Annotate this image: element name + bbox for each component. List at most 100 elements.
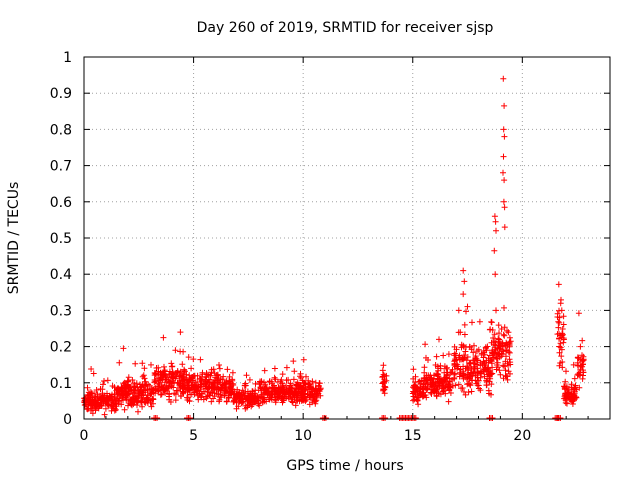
data-point (577, 343, 584, 350)
data-point (460, 291, 467, 298)
data-point (290, 376, 297, 383)
data-point (213, 386, 220, 393)
data-point (117, 393, 124, 399)
data-point (106, 401, 112, 407)
data-point (434, 370, 441, 377)
data-point (485, 369, 492, 376)
data-point (464, 303, 471, 310)
data-point (290, 358, 297, 365)
data-point (90, 370, 97, 377)
data-point (562, 386, 568, 393)
data-point (451, 358, 458, 365)
data-point (172, 391, 179, 398)
data-point (157, 391, 164, 398)
data-point (117, 387, 124, 394)
data-point (194, 372, 201, 379)
data-point (300, 380, 306, 387)
data-point (493, 227, 499, 234)
data-point (298, 395, 305, 402)
data-point (94, 399, 101, 406)
y-tick-label: 0.2 (50, 340, 72, 356)
data-point (322, 415, 329, 421)
data-point (241, 392, 248, 399)
data-point (449, 382, 456, 389)
data-point (455, 354, 462, 361)
data-point (557, 300, 564, 307)
data-point (576, 369, 583, 376)
data-point (215, 391, 222, 398)
data-point (167, 399, 174, 405)
data-point (168, 360, 175, 367)
data-point (307, 381, 314, 388)
data-point (123, 396, 130, 403)
data-point (479, 368, 485, 374)
data-point (498, 350, 505, 357)
data-point (556, 314, 563, 321)
data-point (190, 381, 197, 388)
data-point (562, 395, 569, 402)
data-point (437, 362, 444, 369)
chart-title: Day 260 of 2019, SRMTID for receiver sjs… (197, 20, 494, 36)
data-point (93, 387, 100, 393)
data-point (475, 346, 482, 353)
data-point (451, 352, 458, 359)
data-point (560, 336, 567, 343)
data-point (572, 382, 579, 389)
data-point (502, 342, 509, 349)
data-point (556, 319, 563, 326)
data-point (467, 360, 474, 367)
data-point (259, 399, 266, 405)
data-point (275, 395, 282, 402)
data-point (235, 403, 242, 410)
y-tick-label: 0.3 (50, 303, 72, 319)
data-point (292, 402, 299, 409)
data-point (263, 398, 270, 405)
data-point (304, 385, 311, 392)
data-point (485, 387, 492, 394)
data-point (98, 394, 105, 401)
data-point (306, 401, 313, 408)
data-point (462, 374, 469, 381)
data-point (129, 402, 135, 409)
data-point (462, 348, 469, 355)
data-point (436, 336, 442, 343)
data-point (239, 387, 246, 394)
data-point (184, 382, 191, 389)
data-point (499, 339, 506, 346)
data-point (562, 378, 569, 385)
data-point (500, 375, 507, 382)
data-point (149, 396, 156, 402)
data-point (135, 408, 141, 415)
data-point (468, 388, 475, 395)
data-point (570, 386, 577, 393)
x-tick-label: 20 (513, 428, 531, 444)
data-point (414, 397, 421, 404)
data-point (507, 361, 514, 368)
data-point (455, 329, 462, 336)
data-point (245, 390, 252, 397)
data-point (421, 364, 428, 371)
data-point (116, 359, 123, 366)
data-point (186, 397, 193, 404)
data-point (280, 388, 287, 395)
data-point (118, 384, 125, 390)
data-point (106, 394, 113, 401)
data-point (132, 360, 139, 367)
data-point (162, 390, 169, 397)
data-point (495, 338, 502, 345)
data-point (122, 392, 129, 399)
data-point (478, 351, 485, 358)
data-point (431, 386, 438, 393)
data-point (463, 357, 470, 364)
data-point (133, 396, 140, 402)
data-point (135, 387, 142, 394)
data-point (154, 415, 161, 421)
data-point (216, 365, 223, 372)
data-point (252, 399, 259, 406)
data-point (204, 379, 211, 385)
data-point (445, 383, 452, 390)
data-point (560, 313, 567, 320)
data-point (203, 384, 210, 390)
data-point (111, 405, 118, 412)
